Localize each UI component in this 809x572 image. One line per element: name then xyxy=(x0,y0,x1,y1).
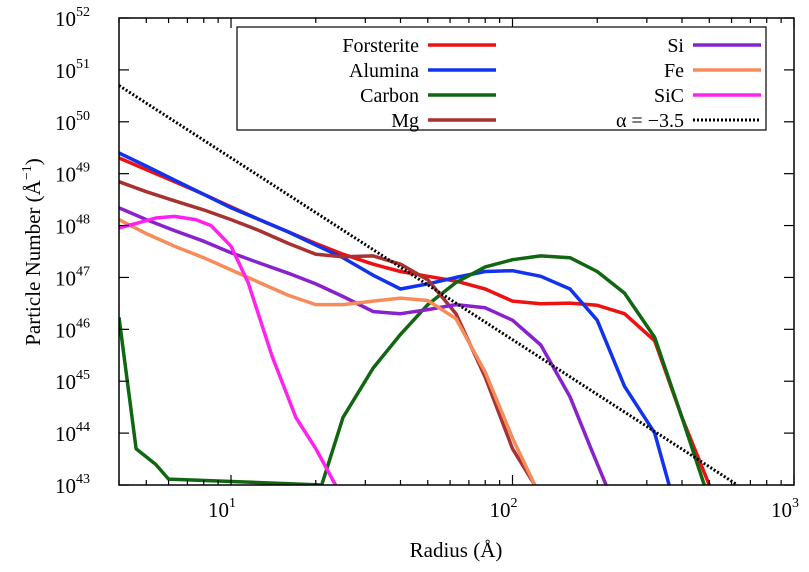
y-tick-label-exponent: 49 xyxy=(76,161,90,176)
y-axis-title: Particle Number (Å−1) xyxy=(20,158,45,346)
x-tick-label-exponent: 1 xyxy=(229,496,236,511)
y-tick-label-base: 10 xyxy=(55,215,76,239)
y-tick-label: 1047 xyxy=(55,264,90,290)
y-tick-label: 1052 xyxy=(55,5,90,31)
series-line-6 xyxy=(119,214,338,485)
y-axis-title-suffix: ) xyxy=(21,158,45,165)
legend-label-1: Alumina xyxy=(349,60,419,82)
y-tick-label-exponent: 51 xyxy=(76,57,90,72)
y-tick-label-exponent: 52 xyxy=(76,5,90,20)
y-tick-label-base: 10 xyxy=(55,163,76,187)
y-tick-label-exponent: 47 xyxy=(76,264,90,279)
x-tick-label: 101 xyxy=(208,496,236,522)
x-tick-label: 103 xyxy=(771,496,799,522)
y-tick-label-exponent: 43 xyxy=(76,472,90,487)
legend-label-5: Fe xyxy=(664,60,684,82)
y-axis-title-exponent: −1 xyxy=(20,165,35,180)
x-tick-label-base: 10 xyxy=(771,498,792,522)
series-line-5 xyxy=(119,218,537,485)
y-tick-label-base: 10 xyxy=(55,370,76,394)
y-tick-label-base: 10 xyxy=(55,474,76,498)
y-tick-label-base: 10 xyxy=(55,7,76,31)
x-tick-label-base: 10 xyxy=(490,498,511,522)
tick-layer: 101 102 1031043104410451046104710481049105… xyxy=(55,5,799,522)
y-tick-label: 1045 xyxy=(55,368,90,394)
x-tick-label: 102 xyxy=(490,496,518,522)
y-axis-title-main: Particle Number (Å xyxy=(21,179,45,345)
series-line-3 xyxy=(119,180,537,485)
y-tick-label: 1044 xyxy=(55,420,90,446)
legend-box xyxy=(236,26,767,131)
y-tick-label-exponent: 48 xyxy=(76,213,90,228)
series-line-1 xyxy=(119,151,671,485)
y-tick-label-exponent: 45 xyxy=(76,368,90,383)
legend-label-0: Forsterite xyxy=(342,35,419,57)
x-tick-label-base: 10 xyxy=(208,498,229,522)
y-tick-label-exponent: 46 xyxy=(76,316,90,331)
series-layer xyxy=(119,84,739,485)
y-tick-label: 1043 xyxy=(55,472,90,498)
series-line-2 xyxy=(119,254,706,485)
y-tick-label: 1048 xyxy=(55,213,90,239)
plot-frame xyxy=(118,17,795,486)
x-axis-title: Radius (Å) xyxy=(410,538,503,562)
legend-label-7: α = −3.5 xyxy=(616,110,684,132)
legend-label-4: Si xyxy=(667,35,684,57)
x-tick-label-exponent: 3 xyxy=(792,496,799,511)
y-tick-label-base: 10 xyxy=(55,266,76,290)
y-tick-label-base: 10 xyxy=(55,59,76,83)
y-tick-label-exponent: 50 xyxy=(76,109,90,124)
series-line-4 xyxy=(119,206,608,485)
y-tick-label-base: 10 xyxy=(55,111,76,135)
y-tick-label: 1049 xyxy=(55,161,90,187)
series-line-7 xyxy=(119,84,739,485)
legend-label-6: SiC xyxy=(654,85,684,107)
legend: Forsterite Alumina Carbon Mg Si Fe SiC α = −3.5 xyxy=(236,26,767,132)
y-tick-label: 1046 xyxy=(55,316,90,342)
y-tick-label: 1050 xyxy=(55,109,90,135)
legend-label-3: Mg xyxy=(391,110,419,132)
y-tick-label: 1051 xyxy=(55,57,90,83)
y-tick-label-base: 10 xyxy=(55,318,76,342)
y-tick-label-exponent: 44 xyxy=(76,420,90,435)
x-tick-label-exponent: 2 xyxy=(511,496,518,511)
legend-label-2: Carbon xyxy=(360,85,419,107)
y-tick-label-base: 10 xyxy=(55,422,76,446)
